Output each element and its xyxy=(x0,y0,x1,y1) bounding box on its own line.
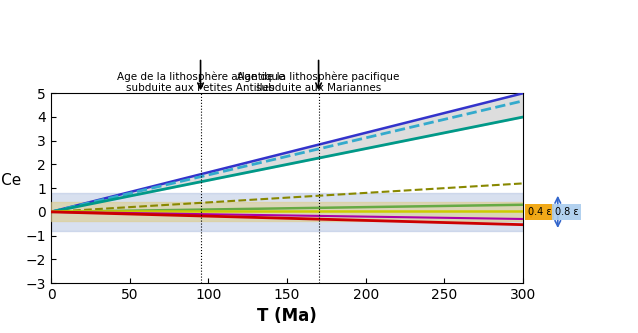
Text: Age de la lithosphère pacifique
subduite aux Mariannes: Age de la lithosphère pacifique subduite… xyxy=(237,71,400,93)
Bar xyxy=(51,193,523,231)
Y-axis label: ε Ce: ε Ce xyxy=(0,173,22,188)
Text: 0.8 ε: 0.8 ε xyxy=(554,207,579,217)
Text: Age de la lithosphère atlantique
subduite aux Petites Antilles: Age de la lithosphère atlantique subduit… xyxy=(117,71,285,93)
Bar xyxy=(51,202,523,221)
Text: 0.4 ε: 0.4 ε xyxy=(528,207,552,217)
X-axis label: T (Ma): T (Ma) xyxy=(257,307,317,325)
